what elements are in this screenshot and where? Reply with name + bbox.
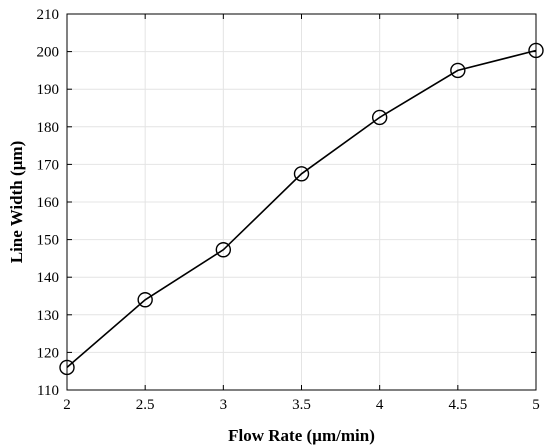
x-tick-label: 3 [220, 397, 228, 413]
data-point-marker [59, 359, 75, 376]
x-tick-label: 4.5 [448, 397, 467, 413]
y-tick-label: 190 [37, 82, 60, 98]
series-line [66, 49, 537, 369]
data-point-marker [528, 42, 544, 59]
x-tick-label: 2.5 [136, 397, 155, 413]
y-tick-label: 110 [37, 383, 59, 399]
data-point-marker [371, 109, 388, 126]
x-tick-label: 4 [376, 397, 384, 413]
y-tick-label: 150 [37, 233, 60, 249]
y-tick-label: 140 [37, 270, 60, 286]
y-tick-label: 210 [37, 7, 60, 23]
x-tick-label: 5 [532, 397, 540, 413]
data-point-marker [450, 62, 466, 79]
y-tick-label: 170 [37, 157, 60, 173]
data-point-marker [293, 166, 310, 182]
y-tick-label: 200 [37, 45, 60, 61]
y-tick-label: 120 [37, 345, 60, 361]
data-point-marker [137, 292, 153, 308]
axis-ticks: 2 2.5 3 3.5 4 4.5 5 110 120 130 140 150 160 170 180 190… [37, 7, 540, 413]
data-point-marker [215, 242, 232, 258]
y-tick-label: 130 [37, 308, 60, 324]
x-tick-label: 3.5 [292, 397, 311, 413]
y-tick-label: 180 [37, 120, 60, 136]
y-tick-label: 160 [37, 195, 60, 211]
x-tick-label: 2 [63, 397, 71, 413]
x-axis-title: Flow Rate (µm/min) [228, 426, 375, 445]
y-axis-title: Line Width (µm) [7, 141, 26, 264]
series-group [59, 42, 544, 376]
